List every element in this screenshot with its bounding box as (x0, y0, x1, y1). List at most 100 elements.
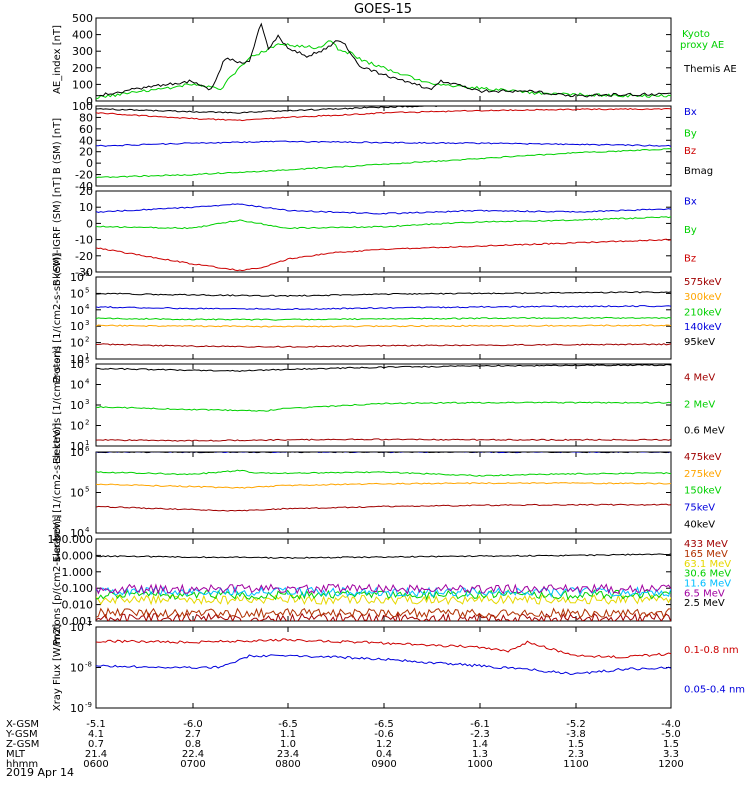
series-line-40kev (96, 452, 671, 454)
ephemeris-value: 2.7 (185, 729, 201, 740)
ephemeris-value: 0800 (275, 759, 300, 770)
ephemeris-value: -6.0 (183, 719, 203, 730)
series-line-140kev (96, 305, 671, 311)
ephemeris-value: 1.4 (472, 739, 488, 750)
legend-label: 95keV (684, 337, 715, 348)
y-tick-exponent: 1 (85, 439, 89, 447)
y-tick-exponent: -9 (85, 701, 92, 709)
ephemeris-value: 0.4 (376, 749, 392, 760)
y-tick-label: 10 (70, 702, 84, 715)
ephemeris-value: 22.4 (182, 749, 204, 760)
legend-label: Bz (684, 146, 696, 157)
series-line-2-mev (96, 401, 671, 412)
series-line-95kev (96, 291, 671, 297)
legend-label: 475keV (684, 452, 722, 463)
y-tick-label: 10 (70, 662, 84, 675)
y-tick-label: 0.100 (62, 582, 94, 595)
ephemeris-value: -6.5 (278, 719, 298, 730)
y-tick-label: 10 (70, 358, 84, 371)
panel-frame (95, 451, 672, 534)
series-group (96, 364, 671, 442)
legend-label: 300keV (684, 292, 722, 303)
y-tick-label: 100 (72, 78, 93, 91)
y-tick-exponent: 2 (85, 419, 89, 427)
series-group (96, 452, 671, 512)
y-tick-label: 10 (70, 320, 84, 333)
legend-label: proxy AE (680, 40, 724, 51)
ephemeris-value: 1.2 (376, 739, 392, 750)
series-line-4-mev (96, 438, 671, 442)
y-tick-exponent: 4 (85, 526, 90, 534)
series-line-210kev (96, 316, 671, 321)
y-tick-label: 10 (70, 487, 84, 500)
y-tick-label: 10 (70, 287, 84, 300)
legend-label: 0.05-0.4 nm (684, 685, 745, 696)
y-tick-exponent: 1 (85, 352, 89, 360)
series-line-by (96, 148, 671, 179)
legend-label: 2 MeV (684, 399, 715, 410)
legend-label: 4 MeV (684, 372, 715, 383)
ephemeris-value: -6.5 (374, 719, 394, 730)
series-line-300kev (96, 324, 671, 328)
y-tick-label: 100.000 (48, 533, 94, 546)
ephemeris-value: 0600 (83, 759, 108, 770)
ephemeris-value: 1000 (467, 759, 492, 770)
y-tick-label: 0.010 (62, 599, 94, 612)
y-tick-label: 10 (70, 621, 84, 634)
panel-bigrf: -30 -20 -10 0 10 20 B (SM)-IGRF (SM) [nT] Bx By B… (52, 177, 697, 286)
legend-label: Themis AE (683, 64, 737, 75)
legend-label: 150keV (684, 485, 722, 496)
ephemeris-value: 1.5 (568, 739, 584, 750)
ephemeris-value: -0.6 (374, 729, 394, 740)
y-axis-label: Protons [1/(cm2-s-sr-keV)] (52, 253, 63, 384)
y-tick-label: -40 (75, 180, 93, 193)
ephemeris-value: 0.7 (88, 739, 104, 750)
y-tick-label: 0 (86, 217, 93, 230)
legend-label: 6.5 MeV (684, 588, 725, 599)
y-axis-label: Xray Flux [W/m2] (52, 624, 63, 711)
ephemeris-value: 0900 (371, 759, 396, 770)
legend-label: Bx (684, 197, 697, 208)
series-line-themis-ae (96, 22, 671, 98)
y-axis-label: B (SM) [nT] (52, 118, 63, 174)
y-tick-label: 10 (70, 399, 84, 412)
series-line-bmag (96, 106, 468, 114)
y-tick-label: 100 (72, 100, 93, 113)
panel-ae: 0 100 200 300 400 500 AE_index [nT] Kyotoproxy … (52, 12, 737, 108)
legend-label: Bz (684, 253, 696, 264)
y-axis-label: AE_index [nT] (52, 25, 63, 94)
y-tick-exponent: 6 (85, 445, 90, 453)
series-line-63-1-mev (96, 593, 671, 606)
y-tick-label: 20 (79, 146, 93, 159)
legend-label: Bx (684, 107, 697, 118)
y-tick-exponent: 5 (85, 357, 89, 365)
ephemeris-value: 4.1 (88, 729, 104, 740)
y-tick-label: 10 (70, 527, 84, 540)
y-axis-label: B (SM)-IGRF (SM) [nT] (52, 177, 63, 286)
y-tick-label: 10 (70, 304, 84, 317)
legend-label: By (684, 225, 697, 236)
y-axis-label: Electrons [1/(cm2-s-sr-keV)] (52, 423, 63, 563)
y-tick-label: 200 (72, 62, 93, 75)
series-line-475kev (96, 503, 671, 512)
series-line-0-05-0-4-nm (96, 654, 671, 676)
ephemeris-value: 2.3 (568, 749, 584, 760)
series-line-275kev (96, 482, 671, 489)
y-tick-exponent: 2 (85, 336, 89, 344)
ephemeris-value: 1200 (658, 759, 683, 770)
y-tick-label: 10.000 (55, 549, 94, 562)
y-tick-label: 10 (70, 379, 84, 392)
legend-label: 0.6 MeV (684, 426, 725, 437)
series-line-0-6-mev (96, 364, 671, 373)
ephemeris-value: 1.1 (280, 729, 296, 740)
ephemeris-value: 21.4 (85, 749, 107, 760)
y-tick-exponent: 4 (85, 378, 90, 386)
y-tick-label: 10 (79, 201, 93, 214)
series-group (96, 553, 671, 621)
panel-frame (95, 363, 672, 447)
y-tick-label: 400 (72, 29, 93, 42)
y-tick-label: -30 (75, 266, 93, 279)
y-tick-exponent: 5 (85, 286, 89, 294)
